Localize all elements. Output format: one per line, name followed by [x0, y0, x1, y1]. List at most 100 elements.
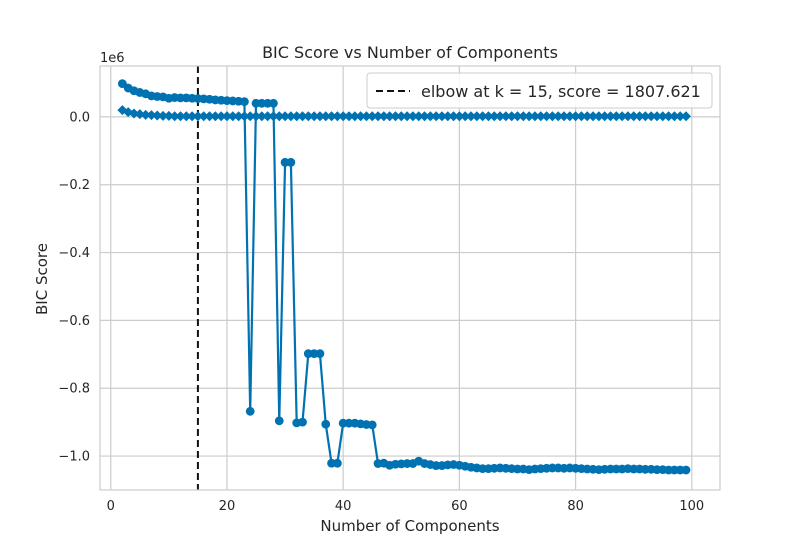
- series-2-point: [245, 111, 256, 122]
- series-1-point: [315, 349, 325, 359]
- series-2-point: [181, 111, 192, 122]
- series-2-point: [338, 111, 349, 122]
- series-2-point: [553, 111, 564, 122]
- series-2-point: [384, 111, 395, 122]
- series-2-point: [506, 111, 517, 122]
- series-2-point: [529, 111, 540, 122]
- series-2-point: [262, 111, 273, 122]
- series-2-point: [477, 111, 488, 122]
- series-1-point: [321, 419, 331, 429]
- series-2-point: [541, 111, 552, 122]
- series-2-point: [326, 111, 337, 122]
- series-2-point: [419, 111, 430, 122]
- series-2-point: [332, 111, 343, 122]
- series-2-point: [396, 111, 407, 122]
- series-2-point: [251, 111, 262, 122]
- series-2-point: [582, 111, 593, 122]
- series-2-point: [268, 111, 279, 122]
- series-2-point: [169, 111, 180, 122]
- series-1-point: [245, 406, 255, 416]
- series-2-point: [442, 111, 453, 122]
- series-2-point: [349, 111, 360, 122]
- legend-box: [366, 72, 713, 109]
- series-2-point: [483, 111, 494, 122]
- series-1-point: [269, 98, 278, 108]
- series-2-point: [436, 111, 447, 122]
- plot-frame: [99, 65, 721, 491]
- series-2-point: [448, 111, 459, 122]
- series-2-point: [152, 110, 163, 121]
- series-2-point: [669, 111, 680, 122]
- series-2-point: [628, 111, 639, 122]
- series-2-point: [291, 111, 302, 122]
- x-tick-label: 20: [219, 499, 236, 514]
- series-2-point: [425, 111, 436, 122]
- series-2-point: [367, 111, 378, 122]
- series-2-point: [274, 111, 285, 122]
- series-2-point: [128, 108, 139, 119]
- series-2-point: [576, 111, 587, 122]
- series-2-point: [227, 111, 238, 122]
- series-2-point: [303, 111, 314, 122]
- series-2-point: [158, 110, 169, 121]
- series-2-point: [489, 111, 500, 122]
- series-2-point: [634, 111, 645, 122]
- y-tick-label: −1.0: [58, 450, 90, 465]
- x-axis-label: Number of Components: [320, 517, 499, 535]
- series-2-point: [535, 111, 546, 122]
- series-2-point: [617, 111, 628, 122]
- series-2-point: [466, 111, 477, 122]
- series-layer: [117, 79, 692, 475]
- series-2-point: [407, 111, 418, 122]
- series-2-point: [675, 111, 686, 122]
- series-2-point: [402, 111, 413, 122]
- series-2-point: [500, 111, 511, 122]
- series-2-point: [210, 111, 221, 122]
- series-2-point: [622, 111, 633, 122]
- series-2-point: [204, 111, 215, 122]
- chart-title: BIC Score vs Number of Components: [262, 43, 558, 62]
- series-1-point: [298, 417, 307, 427]
- legend-label: elbow at k = 15, score = 1807.621: [421, 82, 701, 101]
- series-2-point: [378, 111, 389, 122]
- tick-layer: 0 20 40 60 80 100 −1.0 −0.8 −0.6 −0.4 −0.2 0.0: [58, 110, 704, 514]
- series-2-point: [657, 111, 668, 122]
- series-1-point: [286, 157, 296, 167]
- series-2-point: [280, 111, 291, 122]
- series-1-point: [681, 465, 691, 475]
- series-2-point: [413, 111, 424, 122]
- x-tick-label: 80: [567, 499, 584, 514]
- series-2-point: [454, 111, 465, 122]
- series-2-point: [605, 111, 616, 122]
- series-2-point: [681, 111, 692, 122]
- series-2-point: [163, 110, 174, 121]
- series-2-point: [588, 111, 599, 122]
- series-2-point: [524, 111, 535, 122]
- series-2-point: [309, 111, 320, 122]
- series-2-point: [146, 110, 157, 121]
- series-1-point: [239, 97, 249, 107]
- series-2-point: [558, 111, 569, 122]
- series-1-point: [332, 458, 342, 468]
- y-tick-label: −0.8: [58, 382, 90, 397]
- series-1-point: [274, 416, 284, 426]
- series-2-point: [547, 111, 558, 122]
- series-2-point: [198, 111, 209, 122]
- x-tick-label: 0: [107, 499, 115, 514]
- series-2-point: [233, 111, 244, 122]
- series-2-point: [134, 109, 145, 120]
- series-2-point: [593, 111, 604, 122]
- series-2-point: [314, 111, 325, 122]
- series-2-point: [611, 111, 622, 122]
- y-tick-label: −0.4: [58, 246, 90, 261]
- y-offset-label: 1e6: [100, 51, 125, 66]
- grid-layer: [100, 66, 720, 490]
- series-2-point: [663, 111, 674, 122]
- series-2-point: [640, 111, 651, 122]
- series-2-point: [187, 111, 198, 122]
- series-2-point: [285, 111, 296, 122]
- series-1-point: [367, 420, 377, 430]
- series-2-point: [343, 111, 354, 122]
